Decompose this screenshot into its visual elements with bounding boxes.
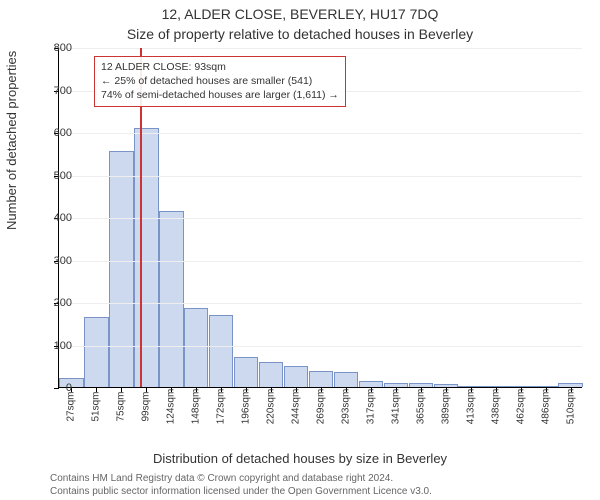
x-tick-label: 244sqm <box>291 389 302 425</box>
y-tick-label: 100 <box>32 340 72 352</box>
histogram-bar <box>209 315 233 387</box>
histogram-bar <box>234 357 258 387</box>
annotation-line: 74% of semi-detached houses are larger (… <box>101 88 339 102</box>
y-tick-label: 400 <box>32 212 72 224</box>
gridline <box>59 346 582 347</box>
x-tick-label: 317sqm <box>365 389 376 425</box>
x-tick-label: 27sqm <box>66 391 77 421</box>
y-axis-label: Number of detached properties <box>4 51 19 230</box>
histogram-bar <box>134 128 158 387</box>
histogram-bar <box>309 371 333 387</box>
x-tick-label: 99sqm <box>141 391 152 421</box>
gridline <box>59 261 582 262</box>
histogram-plot: 27sqm51sqm75sqm99sqm124sqm148sqm172sqm19… <box>58 48 582 388</box>
x-tick-label: 220sqm <box>266 389 277 425</box>
x-tick-label: 172sqm <box>216 389 227 425</box>
x-tick-label: 124sqm <box>166 389 177 425</box>
gridline <box>59 48 582 49</box>
gridline <box>59 303 582 304</box>
footer-attribution: Contains HM Land Registry data © Crown c… <box>50 472 570 498</box>
x-tick-label: 462sqm <box>515 389 526 425</box>
histogram-bar <box>284 366 308 387</box>
y-tick-label: 300 <box>32 255 72 267</box>
y-tick-label: 0 <box>32 382 72 394</box>
footer-line-1: Contains HM Land Registry data © Crown c… <box>50 472 570 485</box>
x-tick-label: 438sqm <box>490 389 501 425</box>
histogram-bar <box>84 317 108 387</box>
annotation-line: 12 ALDER CLOSE: 93sqm <box>101 60 339 74</box>
x-axis-label: Distribution of detached houses by size … <box>0 451 600 466</box>
x-tick-label: 196sqm <box>241 389 252 425</box>
page-title-subtitle: Size of property relative to detached ho… <box>0 26 600 42</box>
page-title-address: 12, ALDER CLOSE, BEVERLEY, HU17 7DQ <box>0 6 600 22</box>
x-tick-label: 365sqm <box>415 389 426 425</box>
y-tick-label: 200 <box>32 297 72 309</box>
x-tick-label: 510sqm <box>565 389 576 425</box>
footer-line-2: Contains public sector information licen… <box>50 485 570 498</box>
x-tick-label: 389sqm <box>440 389 451 425</box>
y-tick-label: 800 <box>32 42 72 54</box>
gridline <box>59 218 582 219</box>
gridline <box>59 176 582 177</box>
gridline <box>59 133 582 134</box>
histogram-bar <box>184 308 208 387</box>
histogram-bar <box>334 372 358 387</box>
x-tick-label: 75sqm <box>116 391 127 421</box>
x-tick-label: 341sqm <box>390 389 401 425</box>
histogram-bar <box>109 151 133 387</box>
x-tick-label: 51sqm <box>91 391 102 421</box>
y-tick-label: 700 <box>32 85 72 97</box>
x-tick-label: 148sqm <box>191 389 202 425</box>
histogram-bar <box>259 362 283 387</box>
histogram-bar <box>159 211 183 387</box>
annotation-box: 12 ALDER CLOSE: 93sqm← 25% of detached h… <box>94 56 346 107</box>
x-tick-label: 413sqm <box>465 389 476 425</box>
x-tick-label: 486sqm <box>540 389 551 425</box>
annotation-line: ← 25% of detached houses are smaller (54… <box>101 74 339 88</box>
y-tick-label: 500 <box>32 170 72 182</box>
y-tick-label: 600 <box>32 127 72 139</box>
x-tick-label: 293sqm <box>340 389 351 425</box>
x-tick-label: 269sqm <box>316 389 327 425</box>
